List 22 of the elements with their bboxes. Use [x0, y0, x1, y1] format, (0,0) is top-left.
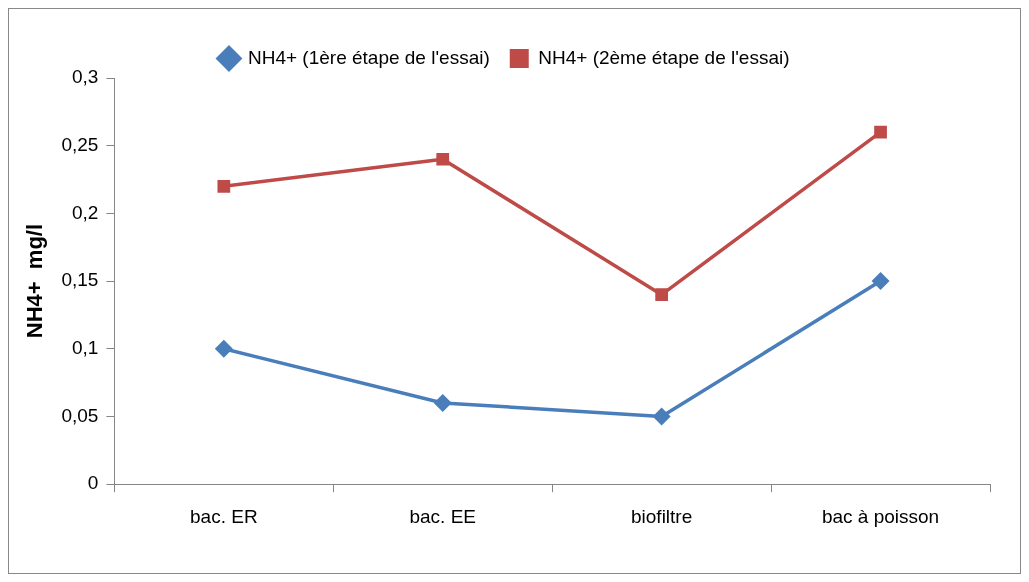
y-tick-label: 0,15	[61, 269, 99, 291]
point	[436, 152, 450, 166]
y-tick-label: 0,2	[71, 201, 99, 223]
y-tick-label: 0,3	[71, 66, 99, 88]
point	[433, 393, 452, 412]
y-tick-label: 0	[87, 472, 99, 494]
x-tick-label: biofiltre	[631, 505, 693, 527]
legend-label: NH4+ (1ère étape de l'essai)	[247, 46, 490, 68]
point	[871, 272, 890, 291]
x-tick-label: bac à poisson	[821, 505, 940, 527]
x-tick-label: bac. ER	[190, 505, 258, 527]
y-tick-label: 0,25	[61, 133, 99, 155]
y-axis-title: NH4+ mg/l	[22, 223, 48, 339]
y-tick-label: 0,1	[71, 337, 99, 359]
legend-label: NH4+ (2ème étape de l'essai)	[538, 46, 790, 68]
x-tick-label: bac. EE	[409, 505, 477, 527]
point	[217, 179, 231, 193]
point	[874, 125, 887, 139]
point	[655, 288, 669, 301]
y-tick-label: 0,05	[61, 404, 99, 426]
point	[214, 339, 233, 358]
point	[652, 407, 671, 426]
